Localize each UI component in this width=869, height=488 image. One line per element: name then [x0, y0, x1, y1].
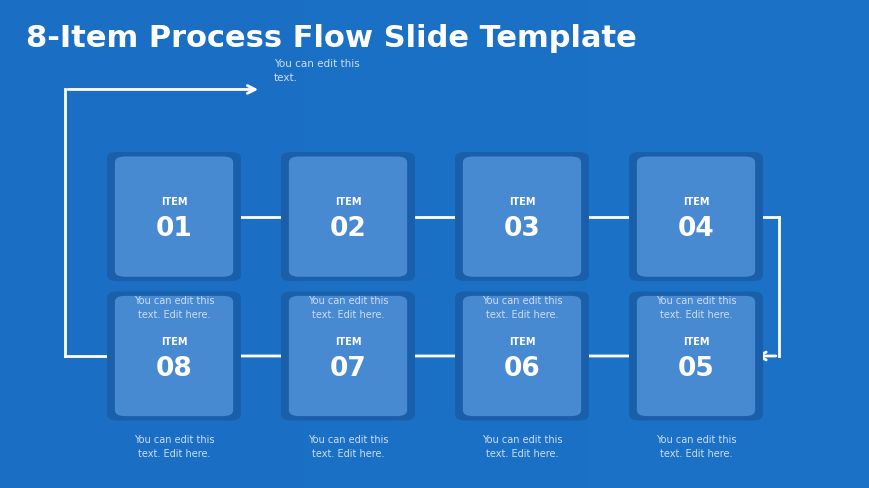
FancyBboxPatch shape [565, 0, 587, 488]
Text: 04: 04 [677, 216, 713, 242]
Text: You can edit this
text. Edit here.: You can edit this text. Edit here. [655, 295, 735, 319]
Text: ITEM: ITEM [161, 336, 187, 346]
FancyBboxPatch shape [434, 0, 456, 488]
FancyBboxPatch shape [739, 0, 760, 488]
FancyBboxPatch shape [456, 0, 478, 488]
Text: ITEM: ITEM [682, 197, 708, 207]
Text: 01: 01 [156, 216, 192, 242]
FancyBboxPatch shape [454, 153, 588, 282]
Text: ITEM: ITEM [508, 336, 534, 346]
FancyBboxPatch shape [628, 153, 762, 282]
FancyBboxPatch shape [369, 0, 391, 488]
FancyBboxPatch shape [587, 0, 608, 488]
FancyBboxPatch shape [636, 157, 754, 277]
Text: 08: 08 [156, 355, 192, 381]
FancyBboxPatch shape [462, 296, 580, 416]
FancyBboxPatch shape [454, 292, 588, 421]
FancyBboxPatch shape [289, 296, 407, 416]
Text: You can edit this
text. Edit here.: You can edit this text. Edit here. [134, 434, 214, 458]
FancyBboxPatch shape [281, 153, 415, 282]
FancyBboxPatch shape [289, 157, 407, 277]
FancyBboxPatch shape [107, 292, 241, 421]
FancyBboxPatch shape [628, 292, 762, 421]
FancyBboxPatch shape [478, 0, 500, 488]
FancyBboxPatch shape [115, 157, 233, 277]
FancyBboxPatch shape [281, 292, 415, 421]
Text: You can edit this
text. Edit here.: You can edit this text. Edit here. [481, 295, 561, 319]
Text: 8-Item Process Flow Slide Template: 8-Item Process Flow Slide Template [26, 24, 636, 53]
FancyBboxPatch shape [543, 0, 565, 488]
Text: 02: 02 [329, 216, 366, 242]
FancyBboxPatch shape [695, 0, 717, 488]
FancyBboxPatch shape [115, 296, 233, 416]
FancyBboxPatch shape [630, 0, 652, 488]
FancyBboxPatch shape [673, 0, 695, 488]
FancyBboxPatch shape [847, 0, 869, 488]
Text: You can edit this
text. Edit here.: You can edit this text. Edit here. [308, 434, 388, 458]
FancyBboxPatch shape [826, 0, 847, 488]
FancyBboxPatch shape [304, 0, 326, 488]
Text: 06: 06 [503, 355, 540, 381]
FancyBboxPatch shape [348, 0, 369, 488]
FancyBboxPatch shape [391, 0, 413, 488]
FancyBboxPatch shape [782, 0, 804, 488]
FancyBboxPatch shape [636, 296, 754, 416]
FancyBboxPatch shape [326, 0, 348, 488]
Text: 07: 07 [329, 355, 366, 381]
Text: ITEM: ITEM [508, 197, 534, 207]
Text: You can edit this
text. Edit here.: You can edit this text. Edit here. [134, 295, 214, 319]
FancyBboxPatch shape [760, 0, 782, 488]
FancyBboxPatch shape [717, 0, 739, 488]
Text: You can edit this
text. Edit here.: You can edit this text. Edit here. [655, 434, 735, 458]
Text: ITEM: ITEM [335, 336, 361, 346]
Text: You can edit this
text.: You can edit this text. [274, 59, 360, 83]
Text: ITEM: ITEM [335, 197, 361, 207]
FancyBboxPatch shape [500, 0, 521, 488]
FancyBboxPatch shape [652, 0, 673, 488]
FancyBboxPatch shape [462, 157, 580, 277]
Text: ITEM: ITEM [161, 197, 187, 207]
FancyBboxPatch shape [261, 0, 282, 488]
Text: You can edit this
text. Edit here.: You can edit this text. Edit here. [308, 295, 388, 319]
FancyBboxPatch shape [413, 0, 434, 488]
Text: 03: 03 [503, 216, 540, 242]
Text: ITEM: ITEM [682, 336, 708, 346]
FancyBboxPatch shape [521, 0, 543, 488]
Text: You can edit this
text. Edit here.: You can edit this text. Edit here. [481, 434, 561, 458]
Text: 05: 05 [677, 355, 713, 381]
FancyBboxPatch shape [804, 0, 826, 488]
FancyBboxPatch shape [608, 0, 630, 488]
FancyBboxPatch shape [282, 0, 304, 488]
FancyBboxPatch shape [107, 153, 241, 282]
